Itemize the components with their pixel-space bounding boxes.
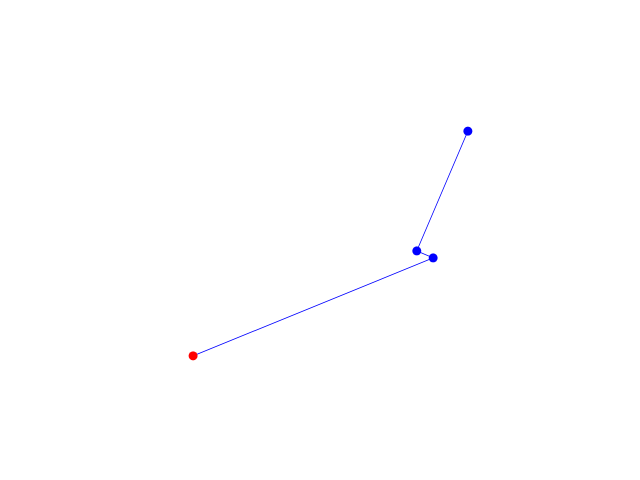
point	[412, 246, 422, 256]
point	[188, 351, 198, 361]
line	[192, 130, 469, 357]
point	[463, 126, 473, 136]
point	[428, 253, 438, 263]
